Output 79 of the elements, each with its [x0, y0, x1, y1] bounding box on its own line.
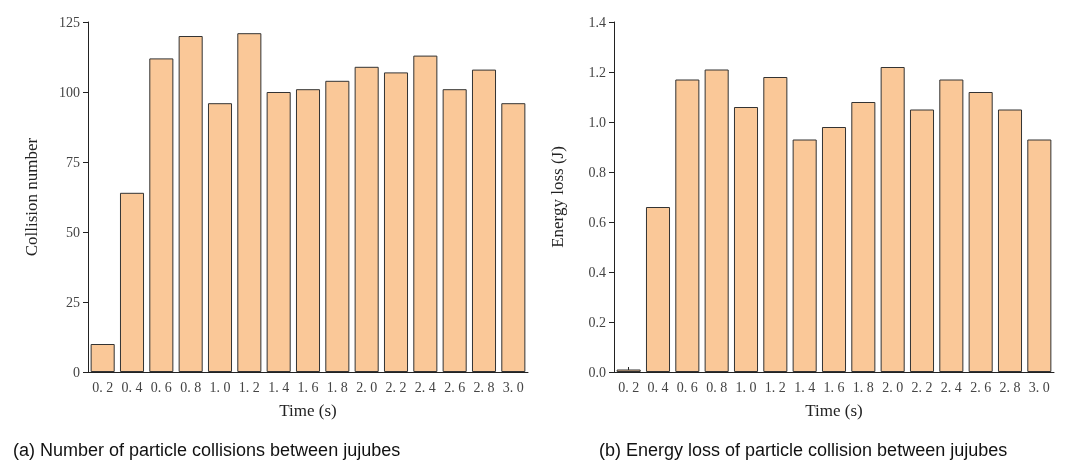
- x-tick-label: 2. 8: [999, 379, 1021, 395]
- text: (b) Energy loss of particle collision between jujubes: [599, 440, 1008, 460]
- bar: [792, 139, 817, 372]
- bar: [909, 109, 935, 372]
- x-tick-label: 1. 2: [238, 379, 260, 395]
- y-tick-label: 0.2: [588, 314, 606, 330]
- bar: [939, 79, 964, 372]
- y-tick-label: 0: [73, 364, 80, 380]
- x-tick-label: 1. 4: [268, 379, 290, 395]
- x-tick-label: 2. 6: [444, 379, 466, 395]
- bar: [90, 344, 115, 372]
- x-axis-title: Time (s): [805, 401, 863, 420]
- bar: [675, 79, 700, 372]
- bar: [266, 92, 291, 372]
- bar: [119, 192, 145, 372]
- x-tick-label: 2. 0: [882, 379, 904, 395]
- bar: [178, 36, 203, 372]
- y-tick-label: 0.6: [588, 214, 606, 230]
- bar: [704, 69, 729, 372]
- x-tick-label: 2. 8: [473, 379, 495, 395]
- y-tick-label: 100: [59, 84, 80, 100]
- x-tick-label: 3. 0: [1028, 379, 1050, 395]
- x-tick-label: 1. 0: [735, 379, 757, 395]
- y-tick-label: 25: [66, 294, 80, 310]
- x-tick-label: 0. 4: [121, 379, 143, 395]
- y-axis-title: Collision number: [22, 137, 41, 257]
- bar: [645, 207, 671, 372]
- x-tick-label: 1. 8: [326, 379, 348, 395]
- bar: [501, 103, 526, 372]
- y-tick-label: 1.2: [588, 64, 606, 80]
- x-tick-label: 0. 2: [618, 379, 640, 395]
- x-tick-label: 2. 6: [970, 379, 992, 395]
- x-tick-label: 0. 8: [180, 379, 202, 395]
- bar: [149, 58, 174, 372]
- x-tick-label: 1. 2: [764, 379, 786, 395]
- bar: [997, 109, 1023, 372]
- x-tick-label: 1. 0: [209, 379, 231, 395]
- bar: [354, 66, 379, 372]
- x-tick-label: 0. 6: [676, 379, 698, 395]
- x-tick-label: 2. 2: [911, 379, 933, 395]
- x-tick-label: 1. 4: [794, 379, 816, 395]
- x-tick-label: 3. 0: [502, 379, 524, 395]
- x-tick-label: 0. 6: [150, 379, 172, 395]
- y-tick-label: 1.0: [588, 114, 606, 130]
- x-tick-label: 2. 4: [940, 379, 962, 395]
- text: (a) Number of particle collisions between jujubes: [13, 440, 401, 460]
- bar: [471, 69, 497, 372]
- bar: [733, 107, 759, 372]
- bar: [821, 127, 847, 372]
- x-tick-label: 1. 6: [823, 379, 845, 395]
- x-tick-label: 0. 2: [92, 379, 114, 395]
- bar: [237, 33, 262, 372]
- bar: [383, 72, 409, 372]
- bar: [325, 80, 350, 372]
- bar: [295, 89, 321, 372]
- x-tick-label: 2. 0: [356, 379, 378, 395]
- x-tick-label: 0. 8: [706, 379, 728, 395]
- x-tick-label: 1. 6: [297, 379, 319, 395]
- bar: [442, 89, 467, 372]
- y-tick-label: 0.8: [588, 164, 606, 180]
- y-tick-label: 0.0: [588, 364, 606, 380]
- y-axis-title: Energy loss (J): [548, 146, 567, 248]
- bar: [1027, 139, 1052, 372]
- x-tick-label: 2. 2: [385, 379, 407, 395]
- bar: [880, 67, 905, 372]
- y-tick-label: 1.4: [588, 14, 606, 30]
- x-axis-title: Time (s): [279, 401, 337, 420]
- y-tick-label: 75: [66, 154, 80, 170]
- bar: [968, 92, 993, 372]
- y-tick-label: 0.4: [588, 264, 606, 280]
- y-tick-label: 50: [66, 224, 80, 240]
- y-tick-label: 125: [59, 14, 80, 30]
- x-tick-label: 2. 4: [414, 379, 436, 395]
- bar: [851, 102, 876, 372]
- x-tick-label: 0. 4: [647, 379, 669, 395]
- bar: [413, 55, 438, 372]
- bar: [207, 103, 233, 372]
- bar: [763, 77, 788, 372]
- x-tick-label: 1. 8: [852, 379, 874, 395]
